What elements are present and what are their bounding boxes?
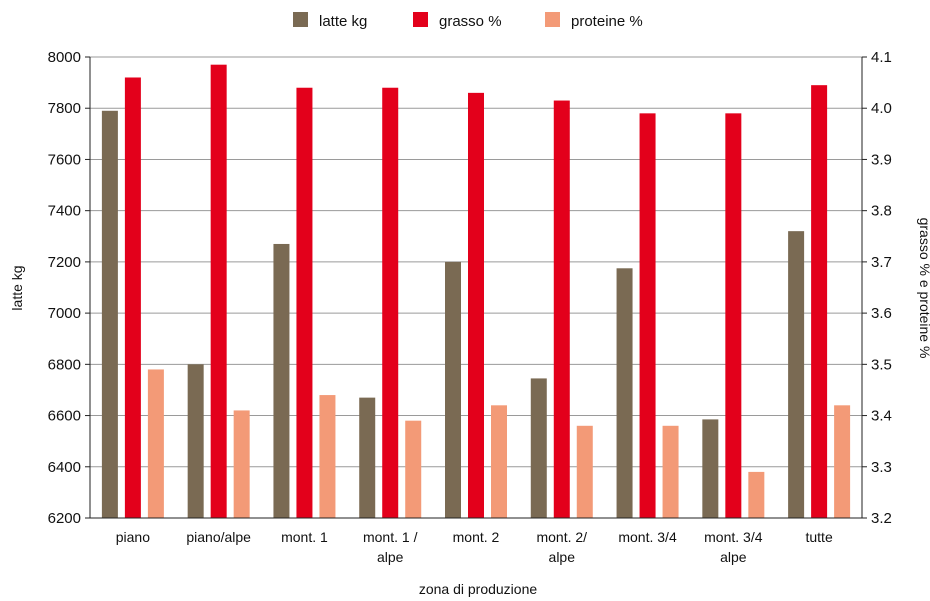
left-tick-label-8: 7800 [48,100,81,117]
bar-s1-c8 [811,85,828,518]
bar-s2-c1 [233,410,250,518]
right-tick-label-6: 3.8 [871,203,892,220]
category-label-3-1: alpe [377,549,404,565]
legend-swatch-2 [545,12,560,27]
left-axis-title: latte kg [9,265,25,310]
bar-s0-c6 [616,268,633,518]
category-label-8-0: tutte [805,529,832,545]
x-axis-title: zona di produzione [419,581,538,597]
right-tick-label-7: 3.9 [871,151,892,168]
category-label-5-0: mont. 2/ [536,529,587,545]
right-tick-label-1: 3.3 [871,459,892,476]
bar-s2-c2 [319,395,336,518]
bar-s2-c0 [147,369,164,518]
bar-s0-c4 [445,261,461,518]
category-label-3-0: mont. 1 / [363,529,418,545]
category-label-1-0: piano/alpe [186,529,251,545]
x-axis-categories: piano piano/alpe mont. 1 mont. 1 / alpe mont.… [116,529,833,565]
left-tick-label-3: 6800 [48,356,81,373]
category-label-2-0: mont. 1 [281,529,328,545]
bar-s1-c7 [725,113,742,518]
bar-s2-c3 [405,420,422,518]
right-axis-ticks: 3.2 3.3 3.4 3.5 3.6 3.7 3.8 3.9 4.0 4.1 [862,49,892,527]
bar-s0-c1 [187,364,204,518]
category-label-7-0: mont. 3/4 [704,529,763,545]
category-label-7-1: alpe [720,549,747,565]
bar-s0-c8 [788,231,805,518]
right-tick-label-8: 4.0 [871,100,892,117]
right-tick-label-3: 3.5 [871,356,892,373]
left-tick-label-7: 7600 [48,151,81,168]
right-tick-label-0: 3.2 [871,510,892,527]
bars [101,64,851,519]
left-tick-label-9: 8000 [48,49,81,66]
bar-s2-c8 [834,405,851,518]
left-tick-label-6: 7400 [48,203,81,220]
bar-s1-c1 [210,64,227,518]
right-axis-title: grasso % e proteine % [917,218,930,359]
category-label-0-0: piano [116,529,150,545]
legend-label-0: latte kg [319,13,367,30]
right-tick-label-2: 3.4 [871,408,892,425]
left-tick-label-0: 6200 [48,510,81,527]
legend-swatch-0 [293,12,308,27]
left-axis-ticks: 6200 6400 6600 6800 7000 7200 7400 7600 7800 8000 [48,49,90,527]
category-label-6-0: mont. 3/4 [618,529,677,545]
bar-s2-c6 [662,425,679,518]
bar-s1-c6 [639,113,656,518]
bar-s0-c7 [702,419,719,518]
right-tick-label-4: 3.6 [871,305,892,322]
left-tick-label-4: 7000 [48,305,81,322]
category-label-4-0: mont. 2 [453,529,500,545]
legend-label-2: proteine % [571,13,643,30]
right-tick-label-9: 4.1 [871,49,892,66]
bar-s1-c0 [124,77,141,518]
right-tick-label-5: 3.7 [871,254,892,271]
bar-s2-c4 [491,405,507,518]
bar-s1-c2 [296,87,313,518]
left-tick-label-2: 6600 [48,408,81,425]
bar-s2-c7 [748,471,765,518]
bar-s0-c5 [530,378,547,518]
bar-s0-c3 [359,397,376,518]
left-tick-label-5: 7200 [48,254,81,271]
bar-s0-c0 [101,110,118,519]
legend-swatch-1 [413,12,428,27]
bar-s0-c2 [273,243,290,518]
bar-s1-c4 [468,92,484,518]
legend: latte kg grasso % proteine % [293,12,643,30]
category-label-5-1: alpe [549,549,576,565]
legend-label-1: grasso % [439,13,502,30]
bar-s1-c5 [553,100,570,519]
bar-s1-c3 [382,87,399,518]
left-tick-label-1: 6400 [48,459,81,476]
axes [89,57,863,519]
bar-s2-c5 [576,425,593,518]
